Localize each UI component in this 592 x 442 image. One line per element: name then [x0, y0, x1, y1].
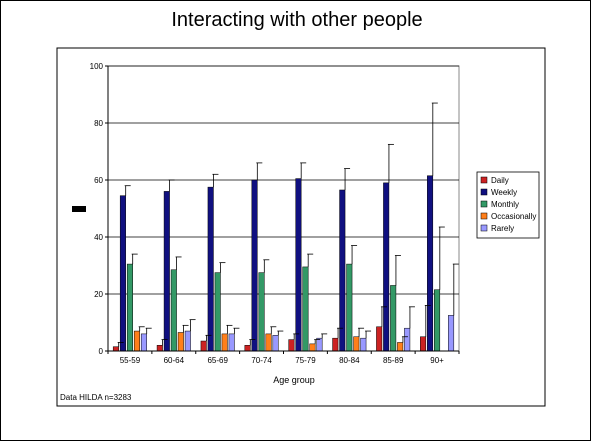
- legend-label: Daily: [491, 176, 509, 185]
- x-axis-label: Age group: [273, 375, 315, 385]
- bar: [339, 189, 346, 352]
- legend-swatch: [480, 212, 488, 220]
- bar: [163, 191, 170, 352]
- bar: [177, 332, 184, 352]
- legend-swatch: [480, 188, 488, 196]
- bar: [397, 342, 404, 352]
- bar: [126, 263, 133, 352]
- bar: [332, 337, 339, 352]
- bar: [207, 186, 214, 352]
- bar: [316, 337, 323, 352]
- bar: [309, 343, 316, 352]
- bar: [140, 333, 147, 352]
- x-tick-label: 75-79: [295, 356, 316, 365]
- legend-box: [476, 171, 540, 239]
- legend-swatch: [480, 200, 488, 208]
- y-tick-label: 0: [99, 347, 104, 356]
- bar: [200, 340, 207, 352]
- bar: [214, 272, 221, 352]
- bar: [302, 266, 309, 352]
- y-tick-label: 40: [94, 233, 103, 242]
- bar: [258, 272, 265, 352]
- x-tick-label: 65-69: [207, 356, 228, 365]
- bar: [265, 333, 272, 352]
- y-tick-label: 20: [94, 290, 103, 299]
- legend-label: Rarely: [491, 224, 514, 233]
- bar: [376, 326, 383, 352]
- bar: [448, 315, 455, 352]
- bar: [112, 346, 119, 352]
- bar: [133, 330, 140, 352]
- bar: [244, 345, 251, 352]
- bar: [288, 339, 295, 352]
- bar: [170, 269, 177, 352]
- x-tick-label: 55-59: [120, 356, 141, 365]
- bar: [404, 327, 411, 352]
- bar: [390, 285, 397, 352]
- bar: [119, 195, 126, 352]
- data-source-note: Data HILDA n=3283: [60, 393, 132, 402]
- plot-area: [107, 65, 460, 352]
- bar: [353, 336, 360, 352]
- bar: [228, 333, 235, 352]
- bar: [272, 335, 279, 352]
- x-tick-label: 80-84: [339, 356, 360, 365]
- y-tick-label: 60: [94, 176, 103, 185]
- x-tick-label: 85-89: [383, 356, 404, 365]
- bar: [360, 337, 367, 352]
- bar: [434, 289, 441, 352]
- legend-swatch: [480, 224, 488, 232]
- y-tick-label: 100: [90, 62, 104, 71]
- bar: [156, 345, 163, 352]
- bar: [346, 263, 353, 352]
- chart-title: Interacting with other people: [171, 9, 423, 31]
- legend-label: Occasionally: [491, 212, 536, 221]
- bar: [251, 179, 258, 352]
- x-tick-label: 90+: [430, 356, 444, 365]
- legend-swatch: [480, 176, 488, 184]
- bar: [295, 178, 302, 352]
- x-tick-label: 60-64: [164, 356, 185, 365]
- y-axis-label-marker: [72, 206, 86, 212]
- x-tick-label: 70-74: [251, 356, 272, 365]
- bar: [184, 330, 191, 352]
- y-tick-label: 80: [94, 119, 103, 128]
- bar: [420, 336, 427, 352]
- bar: [383, 182, 390, 352]
- legend-label: Weekly: [491, 188, 517, 197]
- bar: [221, 333, 228, 352]
- legend-label: Monthly: [491, 200, 519, 209]
- bar: [427, 175, 434, 352]
